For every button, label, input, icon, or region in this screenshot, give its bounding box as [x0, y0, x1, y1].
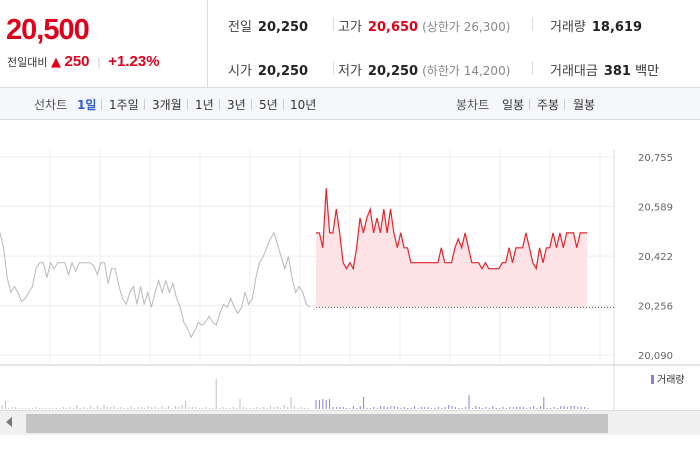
change-percent: +1.23%	[108, 53, 160, 70]
tab-weekly-candle[interactable]: 주봉	[537, 98, 560, 112]
divider	[333, 61, 334, 75]
previous-session-line	[0, 231, 311, 339]
tab-1week[interactable]: 1주일	[109, 98, 139, 112]
tab-10year[interactable]: 10년	[290, 98, 317, 112]
change-divider: |	[97, 56, 101, 69]
price-chart-svg: 20,755 20,589 20,422 20,256 20,090	[0, 150, 700, 410]
divider	[532, 17, 533, 31]
chart-period-tabs: 선차트 1일 1주일 3개월 1년 3년 5년 10년 봉차트 일봉 주봉 월봉	[0, 88, 700, 120]
quote-turnover: 거래대금 381 백만	[550, 64, 660, 79]
up-arrow-icon: ▲	[50, 55, 61, 70]
y-tick-label: 20,589	[638, 202, 673, 213]
tab-3year[interactable]: 3년	[227, 98, 246, 112]
quote-prev-close: 전일 20,250	[228, 20, 309, 35]
tab-monthly-candle[interactable]: 월봉	[573, 98, 596, 112]
today-session-area	[316, 188, 587, 308]
divider	[532, 61, 533, 75]
line-chart-label: 선차트	[34, 98, 68, 112]
price-summary: 20,500 전일대비 ▲ 250 | +1.23%	[0, 0, 208, 88]
today-session-line	[316, 188, 587, 271]
quote-open: 시가 20,250	[228, 64, 309, 79]
chart-scrollbar[interactable]	[0, 410, 700, 435]
scroll-left-icon[interactable]	[6, 417, 12, 427]
tab-daily-candle[interactable]: 일봉	[502, 98, 525, 112]
quote-high: 고가 20,650 (상한가 26,300)	[338, 20, 511, 35]
change-amount: 250	[64, 53, 90, 70]
scroll-thumb[interactable]	[26, 414, 608, 433]
quote-volume: 거래량 18,619	[550, 20, 643, 35]
tab-1day[interactable]: 1일	[77, 98, 97, 112]
divider	[333, 17, 334, 31]
change-label: 전일대비	[7, 56, 48, 69]
tab-1year[interactable]: 1년	[195, 98, 214, 112]
candle-chart-label: 봉차트	[456, 98, 490, 112]
current-price: 20,500	[6, 14, 90, 46]
tab-5year[interactable]: 5년	[259, 98, 278, 112]
volume-swatch-icon	[651, 375, 654, 384]
intraday-chart: 20,755 20,589 20,422 20,256 20,090	[0, 120, 700, 410]
y-tick-label: 20,755	[638, 153, 673, 164]
quote-low: 저가 20,250 (하한가 14,200)	[338, 64, 511, 79]
volume-legend: 거래량	[651, 371, 685, 386]
price-change: 전일대비 ▲ 250 | +1.23%	[7, 53, 160, 70]
y-tick-label: 20,090	[638, 351, 673, 362]
tab-3month[interactable]: 3개월	[152, 98, 182, 112]
y-tick-label: 20,256	[638, 302, 673, 313]
y-tick-label: 20,422	[638, 252, 673, 263]
quote-header: 20,500 전일대비 ▲ 250 | +1.23% 전일 20,250 고가 20…	[0, 0, 700, 88]
